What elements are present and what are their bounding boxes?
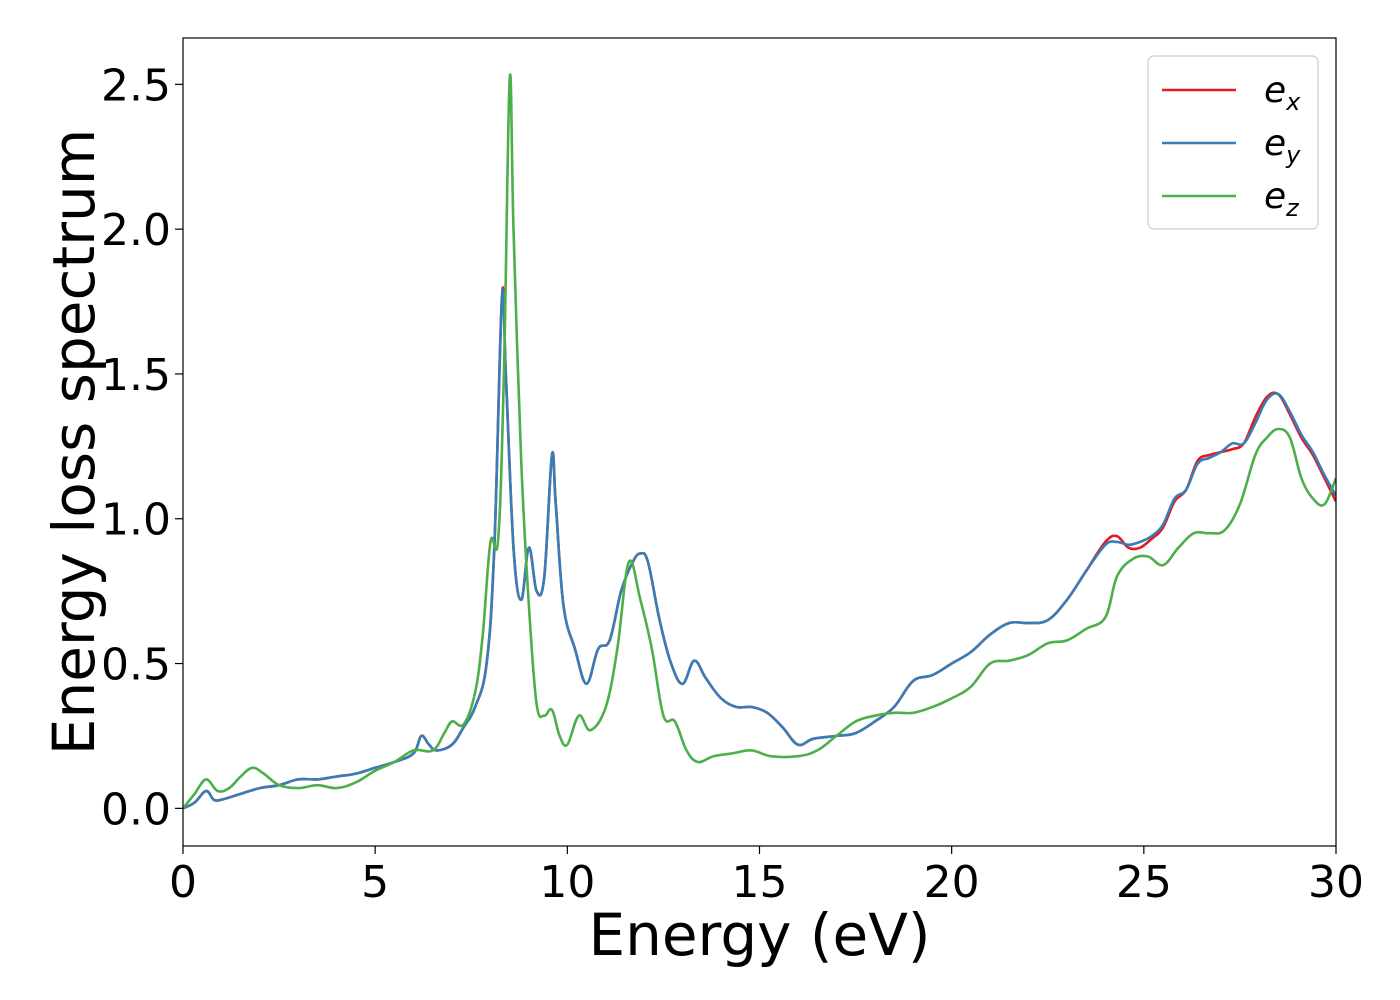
legend-item-z: ez <box>1162 176 1300 222</box>
x-tick-label: 25 <box>1116 857 1172 908</box>
legend-item-y: ey <box>1162 123 1301 169</box>
series-line-y <box>183 288 1336 810</box>
x-tick-label: 30 <box>1308 857 1364 908</box>
y-tick-label: 2.0 <box>101 205 171 256</box>
x-tick-label: 0 <box>169 857 197 908</box>
y-tick-label: 1.0 <box>101 495 171 546</box>
legend-label: ey <box>1264 123 1301 169</box>
series-line-z <box>183 73 1336 810</box>
x-tick-label: 15 <box>732 857 788 908</box>
y-tick-label: 0.5 <box>101 640 171 691</box>
y-tick-label: 0.0 <box>101 784 171 835</box>
x-tick-label: 20 <box>924 857 980 908</box>
series-lines <box>183 73 1336 810</box>
x-tick-label: 10 <box>539 857 595 908</box>
y-axis-label: Energy loss spectrum <box>40 129 108 755</box>
legend: ex ey ez <box>1147 55 1319 230</box>
legend-item-x: ex <box>1162 70 1301 116</box>
legend-label: ex <box>1264 70 1301 116</box>
y-tick-label: 1.5 <box>101 350 171 401</box>
y-axis-ticks: 0.0 0.5 1.0 1.5 2.0 2.5 <box>101 60 183 835</box>
x-axis-label: Energy (eV) <box>588 901 930 969</box>
x-axis-ticks: 0 5 10 15 20 25 30 <box>169 846 1364 908</box>
x-tick-label: 5 <box>361 857 389 908</box>
legend-label: ez <box>1264 176 1300 222</box>
y-tick-label: 2.5 <box>101 60 171 111</box>
